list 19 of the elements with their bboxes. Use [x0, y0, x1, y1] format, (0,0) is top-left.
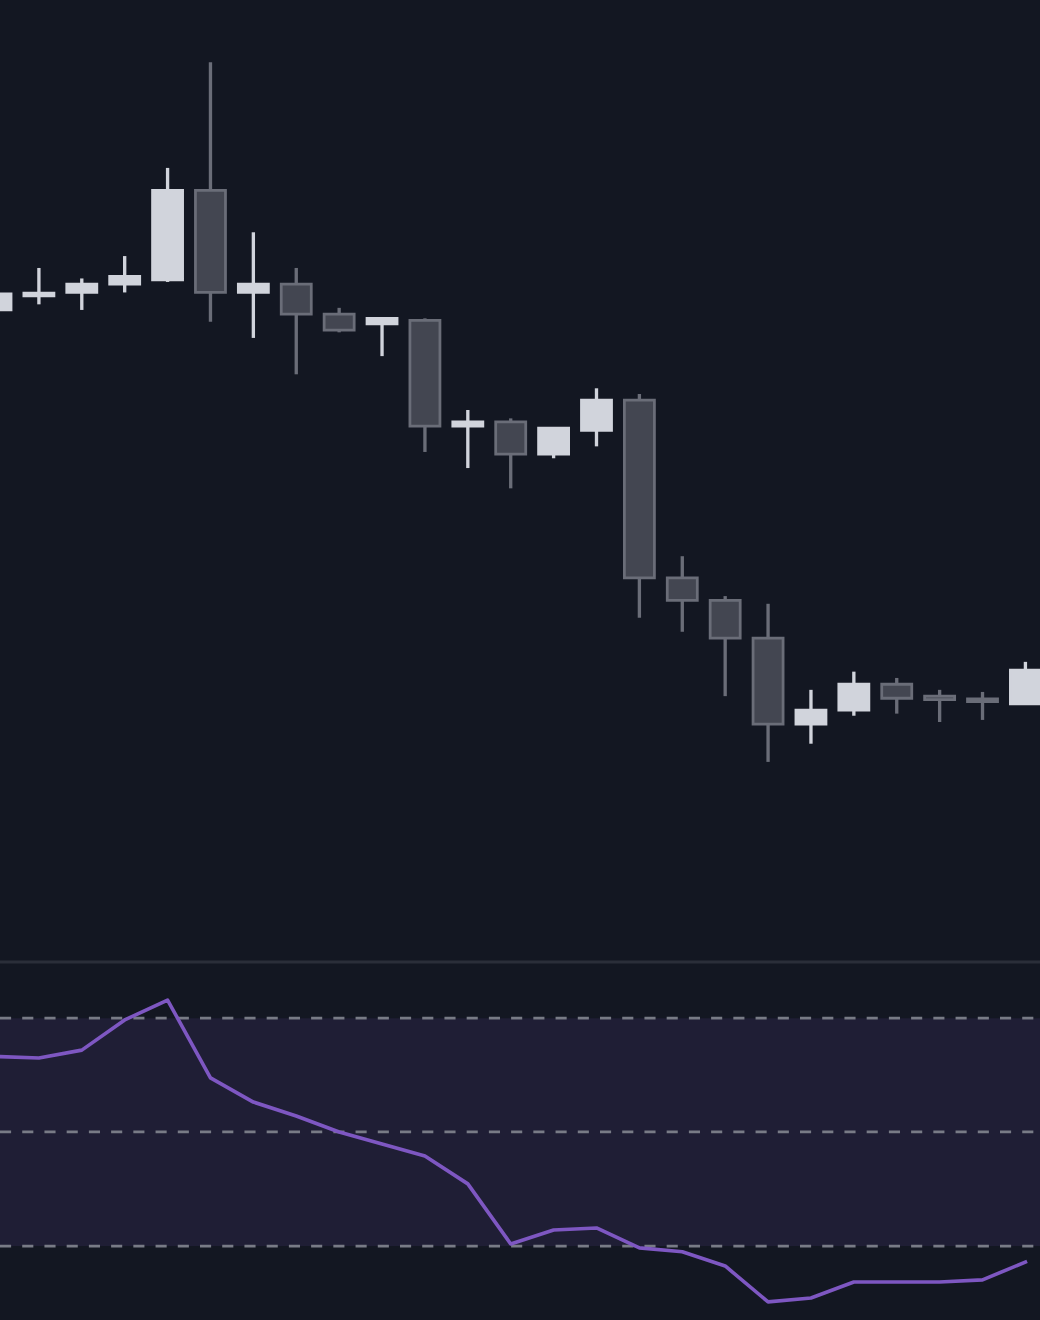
candlestick: [451, 408, 485, 470]
candlestick: [236, 230, 270, 340]
candlestick: [22, 266, 56, 307]
candlestick: [279, 266, 313, 376]
candlestick: [65, 276, 99, 312]
candlestick: [966, 690, 999, 722]
candlestick: [708, 594, 742, 698]
candlestick: [494, 416, 528, 491]
candlestick: [580, 386, 613, 449]
candlestick: [322, 306, 356, 334]
candlestick: [665, 554, 699, 634]
candlestick: [880, 676, 914, 716]
candlestick: [837, 669, 871, 718]
candlestick: [108, 254, 142, 295]
candlestick: [365, 316, 399, 358]
candlestick: [923, 688, 957, 724]
candlestick: [537, 426, 571, 460]
candlestick: [794, 688, 828, 746]
candlestick: [1009, 660, 1040, 706]
